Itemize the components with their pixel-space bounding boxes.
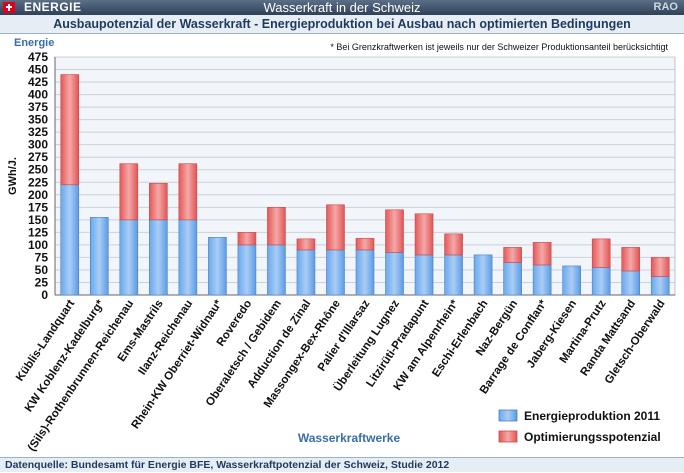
- bar-optimierungspotenzial: [60, 74, 80, 186]
- bar-optimierungspotenzial: [119, 163, 139, 221]
- data-source: Datenquelle: Bundesamt für Energie BFE, …: [0, 457, 684, 472]
- y-tick-label: 25: [35, 275, 49, 289]
- y-tick-label: 150: [28, 213, 48, 227]
- bar-energieproduktion: [89, 217, 109, 296]
- bar-energieproduktion: [237, 244, 257, 296]
- y-tick-label: 325: [28, 125, 48, 139]
- y-axis-label: GWh/J.: [7, 157, 19, 195]
- bar-energieproduktion: [355, 249, 375, 296]
- bar-optimierungspotenzial: [444, 233, 463, 256]
- stacked-bar-chart: 0255075100125150175200225250275300325350…: [7, 37, 676, 454]
- y-tick-label: 350: [28, 113, 48, 127]
- bar-energieproduktion: [149, 219, 168, 296]
- x-tick-label: Ilanz-Reichenau: [136, 298, 195, 377]
- y-tick-label: 125: [28, 225, 48, 239]
- y-tick-label: 75: [35, 250, 49, 264]
- bar-optimierungspotenzial: [650, 257, 670, 277]
- bar-energieproduktion: [119, 219, 139, 296]
- bar-energieproduktion: [60, 184, 80, 296]
- legend-label-energieproduktion: Energieproduktion 2011: [524, 409, 660, 423]
- bar-optimierungspotenzial: [385, 209, 404, 253]
- bar-energieproduktion: [208, 237, 227, 296]
- bar-energieproduktion: [650, 276, 670, 296]
- y-tick-label: 450: [28, 63, 48, 77]
- y-tick-label: 300: [28, 138, 48, 152]
- bar-energieproduktion: [296, 249, 316, 296]
- bar-energieproduktion: [178, 219, 198, 296]
- chart-subtitle: Ausbaupotenzial der Wasserkraft - Energi…: [0, 15, 684, 34]
- bar-optimierungspotenzial: [149, 182, 168, 221]
- bar-energieproduktion: [562, 265, 581, 296]
- bar-energieproduktion: [326, 249, 345, 296]
- bar-energieproduktion: [267, 244, 286, 296]
- top-bar: ENERGIE Wasserkraft in der Schweiz RAO: [0, 0, 684, 15]
- bar-optimierungspotenzial: [267, 207, 286, 246]
- y-tick-label: 0: [41, 288, 48, 302]
- y-tick-label: 225: [28, 175, 48, 189]
- legend-swatch-energieproduktion: [498, 409, 518, 422]
- bar-optimierungspotenzial: [178, 163, 198, 221]
- bar-optimierungspotenzial: [355, 238, 375, 251]
- bar-optimierungspotenzial: [621, 247, 641, 272]
- y-tick-label: 200: [28, 188, 48, 202]
- y-tick-label: 250: [28, 163, 48, 177]
- y-tick-label: 475: [28, 50, 48, 64]
- y-tick-label: 100: [28, 238, 48, 252]
- y-tick-label: 375: [28, 100, 48, 114]
- bar-energieproduktion: [532, 264, 552, 296]
- chart-note: * Bei Grenzkraftwerken ist jeweils nur d…: [330, 42, 668, 52]
- bar-energieproduktion: [473, 254, 493, 296]
- bar-optimierungspotenzial: [503, 247, 522, 263]
- legend-swatch-optimierungspotenzial: [498, 430, 518, 443]
- y-tick-label: 400: [28, 88, 48, 102]
- bar-optimierungspotenzial: [326, 204, 345, 251]
- bar-optimierungspotenzial: [237, 232, 257, 246]
- app-title: Wasserkraft in der Schweiz: [263, 0, 421, 15]
- chart-title: Energie: [14, 37, 54, 49]
- brand-label: ENERGIE: [24, 0, 82, 14]
- y-tick-label: 175: [28, 200, 48, 214]
- x-tick-label: Randa Mattsand: [579, 298, 639, 378]
- bar-optimierungspotenzial: [532, 242, 552, 266]
- x-axis-label: Wasserkraftwerke: [298, 431, 401, 445]
- y-tick-label: 275: [28, 150, 48, 164]
- bar-optimierungspotenzial: [414, 213, 434, 256]
- bar-energieproduktion: [414, 254, 434, 296]
- bar-energieproduktion: [621, 270, 641, 296]
- bar-energieproduktion: [444, 254, 463, 296]
- bar-optimierungspotenzial: [296, 238, 316, 251]
- legend-label-optimierungspotenzial: Optimierungsspotenzial: [524, 430, 661, 444]
- bar-energieproduktion: [591, 267, 611, 296]
- swiss-flag-icon: [3, 2, 15, 13]
- corner-label: RAO: [653, 1, 678, 13]
- y-tick-label: 50: [35, 263, 49, 277]
- bar-optimierungspotenzial: [591, 238, 611, 268]
- bar-energieproduktion: [385, 252, 404, 296]
- bar-energieproduktion: [503, 262, 522, 296]
- y-tick-label: 425: [28, 75, 48, 89]
